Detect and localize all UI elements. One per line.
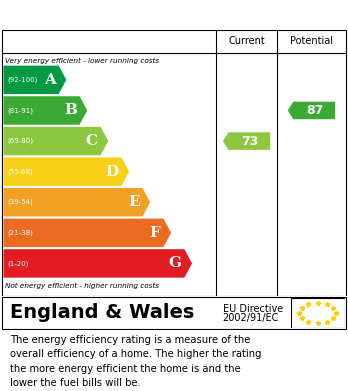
Text: 73: 73 bbox=[242, 135, 259, 147]
Text: A: A bbox=[44, 73, 56, 87]
Text: Very energy efficient - lower running costs: Very energy efficient - lower running co… bbox=[5, 58, 159, 64]
Text: Not energy efficient - higher running costs: Not energy efficient - higher running co… bbox=[5, 283, 159, 289]
Text: EU Directive: EU Directive bbox=[223, 304, 283, 314]
Text: (39-54): (39-54) bbox=[8, 199, 33, 206]
Polygon shape bbox=[3, 188, 150, 217]
Text: (21-38): (21-38) bbox=[8, 230, 33, 236]
Text: (92-100): (92-100) bbox=[8, 77, 38, 83]
Text: (81-91): (81-91) bbox=[8, 107, 34, 114]
Polygon shape bbox=[3, 127, 108, 155]
Text: (1-20): (1-20) bbox=[8, 260, 29, 267]
Polygon shape bbox=[223, 132, 270, 150]
Text: E: E bbox=[128, 195, 140, 209]
Polygon shape bbox=[288, 102, 335, 119]
Text: England & Wales: England & Wales bbox=[10, 303, 195, 323]
Text: C: C bbox=[86, 134, 98, 148]
Polygon shape bbox=[3, 249, 192, 278]
Text: B: B bbox=[64, 104, 77, 117]
Polygon shape bbox=[3, 96, 87, 125]
Text: (69-80): (69-80) bbox=[8, 138, 34, 144]
Text: (55-68): (55-68) bbox=[8, 169, 33, 175]
Text: D: D bbox=[105, 165, 119, 179]
Text: Current: Current bbox=[228, 36, 265, 46]
Text: The energy efficiency rating is a measure of the
overall efficiency of a home. T: The energy efficiency rating is a measur… bbox=[10, 335, 262, 388]
Text: 87: 87 bbox=[306, 104, 324, 117]
Text: Energy Efficiency Rating: Energy Efficiency Rating bbox=[7, 7, 217, 23]
Text: F: F bbox=[150, 226, 161, 240]
Polygon shape bbox=[3, 66, 66, 94]
Text: G: G bbox=[168, 256, 182, 271]
Polygon shape bbox=[3, 158, 129, 186]
Polygon shape bbox=[3, 219, 171, 247]
Text: Potential: Potential bbox=[290, 36, 333, 46]
Text: 2002/91/EC: 2002/91/EC bbox=[223, 313, 279, 323]
